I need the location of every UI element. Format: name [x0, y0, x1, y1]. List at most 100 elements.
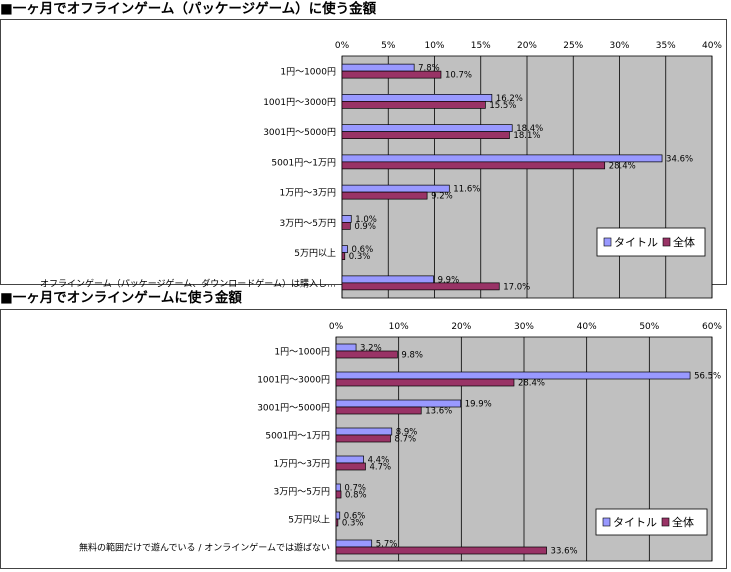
- offline-bar-all: [341, 70, 442, 79]
- online-plot-border: [335, 336, 713, 562]
- offline-bar-title: [341, 63, 415, 72]
- online-legend-swatch-title: [602, 517, 611, 527]
- offline-data-label: 10.7%: [445, 71, 472, 81]
- offline-x-tick-label: 10%: [424, 41, 444, 51]
- online-data-label: 3.2%: [360, 344, 382, 354]
- online-bar-all: [335, 546, 547, 555]
- offline-data-label: 0.9%: [354, 222, 376, 232]
- online-data-label: 0.6%: [344, 512, 366, 522]
- offline-category-label: 1円～1000円: [280, 67, 336, 78]
- offline-bar-all: [341, 252, 346, 260]
- offline-category-label: 5001円～1万円: [271, 157, 336, 168]
- online-x-tick-label: 0%: [329, 322, 344, 332]
- online-data-label: 0.7%: [344, 484, 366, 494]
- online-legend: タイトル 全体: [595, 508, 708, 536]
- online-category-label: 5万円以上: [288, 515, 330, 526]
- offline-data-label: 7.8%: [418, 64, 440, 74]
- offline-category-label: 5万円以上: [294, 248, 336, 259]
- offline-data-label: 9.2%: [431, 192, 453, 202]
- online-category-label: 3万円～5万円: [274, 487, 330, 498]
- offline-data-label: 0.6%: [352, 245, 374, 255]
- offline-category-label: 1001円～3000円: [263, 97, 336, 108]
- online-data-label: 0.8%: [345, 491, 367, 501]
- online-x-tick-label: 10%: [389, 322, 409, 332]
- online-data-label: 8.7%: [395, 435, 417, 445]
- online-category-label: 1円～1000円: [274, 347, 330, 358]
- online-bar-title: [335, 427, 393, 436]
- online-data-label: 19.9%: [465, 400, 492, 410]
- offline-bar-all: [341, 282, 500, 291]
- offline-data-label: 1.0%: [355, 215, 377, 225]
- offline-data-label: 18.4%: [516, 124, 543, 134]
- online-data-label: 4.4%: [368, 456, 390, 466]
- online-x-tick-label: 40%: [577, 322, 597, 332]
- online-bar-title: [335, 371, 691, 380]
- offline-data-label: 11.6%: [453, 185, 480, 195]
- offline-bar-all: [341, 131, 510, 139]
- offline-category-label: 1万円～3万円: [280, 188, 336, 199]
- offline-bar-title: [341, 94, 493, 102]
- online-bar-all: [335, 462, 366, 471]
- online-bar-all: [335, 378, 515, 387]
- offline-x-tick-label: 35%: [656, 41, 676, 51]
- online-bar-title: [335, 511, 341, 520]
- online-legend-swatch-all: [661, 517, 670, 527]
- online-bar-title: [335, 455, 364, 464]
- online-bar-all: [335, 490, 342, 499]
- offline-bar-all: [341, 222, 351, 230]
- online-data-label: 8.9%: [396, 428, 418, 438]
- offline-x-tick-label: 0%: [335, 41, 350, 51]
- offline-legend-label-all: 全体: [673, 235, 695, 249]
- online-bar-title: [335, 343, 357, 352]
- online-bar-all: [335, 518, 339, 527]
- online-chart-frame: 0% 10% 20% 30% 40% 50% 60% 1円～1000円 3.2% 9.8% 1001…: [0, 309, 727, 569]
- offline-data-label: 17.0%: [503, 282, 530, 292]
- offline-x-tick-label: 15%: [471, 41, 491, 51]
- online-category-label: 3001円～5000円: [257, 403, 330, 414]
- online-data-label: 13.6%: [425, 407, 452, 417]
- offline-x-tick-label: 40%: [702, 41, 722, 51]
- offline-bar-title: [341, 245, 348, 253]
- online-data-label: 33.6%: [551, 547, 578, 557]
- online-legend-label-title: タイトル: [613, 516, 657, 529]
- offline-x-tick-label: 5%: [381, 41, 396, 51]
- offline-section-title: ■一ヶ月でオフラインゲーム（パッケージゲーム）に使う金額: [0, 1, 377, 17]
- online-x-tick-label: 50%: [639, 322, 659, 332]
- online-data-label: 0.3%: [342, 519, 364, 529]
- online-data-label: 56.5%: [694, 372, 721, 382]
- offline-legend: タイトル 全体: [596, 227, 706, 257]
- online-category-label: 5001円～1万円: [265, 431, 330, 442]
- offline-category-label: オフラインゲーム（パッケージゲーム、ダウンロードゲーム）は購入し…: [40, 277, 336, 289]
- offline-legend-swatch-title: [603, 237, 612, 247]
- offline-data-label: 34.6%: [666, 154, 693, 164]
- online-x-tick-label: 20%: [451, 322, 471, 332]
- offline-x-tick-label: 25%: [563, 41, 583, 51]
- online-bar-all: [335, 350, 398, 359]
- offline-bar-all: [341, 101, 486, 109]
- online-category-label: 無料の範囲だけで遊んでいる / オンラインゲームでは遊ばない: [79, 542, 330, 554]
- offline-bar-all: [341, 161, 606, 170]
- offline-chart-frame: 0% 5% 10% 15% 20% 25% 30% 35% 40% 1円～1000円 7.8% 10.…: [0, 19, 727, 299]
- online-bar-all: [335, 434, 391, 443]
- offline-chart: 0% 5% 10% 15% 20% 25% 30% 35% 40% 1円～1000円 7.8% 10.…: [40, 41, 722, 299]
- offline-legend-swatch-all: [662, 237, 671, 247]
- online-category-label: 1万円～3万円: [274, 459, 330, 470]
- offline-legend-label-title: タイトル: [614, 236, 658, 249]
- online-section-title: ■一ヶ月でオンラインゲームに使う金額: [0, 290, 242, 306]
- offline-category-label: 3万円～5万円: [280, 218, 336, 229]
- offline-x-tick-label: 20%: [517, 41, 537, 51]
- offline-bar-title: [341, 275, 434, 284]
- online-data-label: 9.8%: [401, 351, 423, 361]
- online-bar-title: [335, 483, 341, 492]
- offline-data-label: 28.4%: [609, 161, 636, 171]
- offline-data-label: 0.3%: [349, 252, 371, 262]
- online-chart: 0% 10% 20% 30% 40% 50% 60% 1円～1000円 3.2% 9.8% 1001…: [79, 322, 722, 562]
- online-data-label: 5.7%: [376, 540, 398, 550]
- offline-data-label: 16.2%: [496, 94, 523, 104]
- online-bar-all: [335, 406, 422, 415]
- offline-data-label: 18.1%: [513, 131, 540, 141]
- online-data-label: 28.4%: [518, 379, 545, 389]
- online-x-tick-label: 30%: [514, 322, 534, 332]
- offline-bar-all: [341, 191, 428, 200]
- offline-category-label: 3001円～5000円: [263, 127, 336, 138]
